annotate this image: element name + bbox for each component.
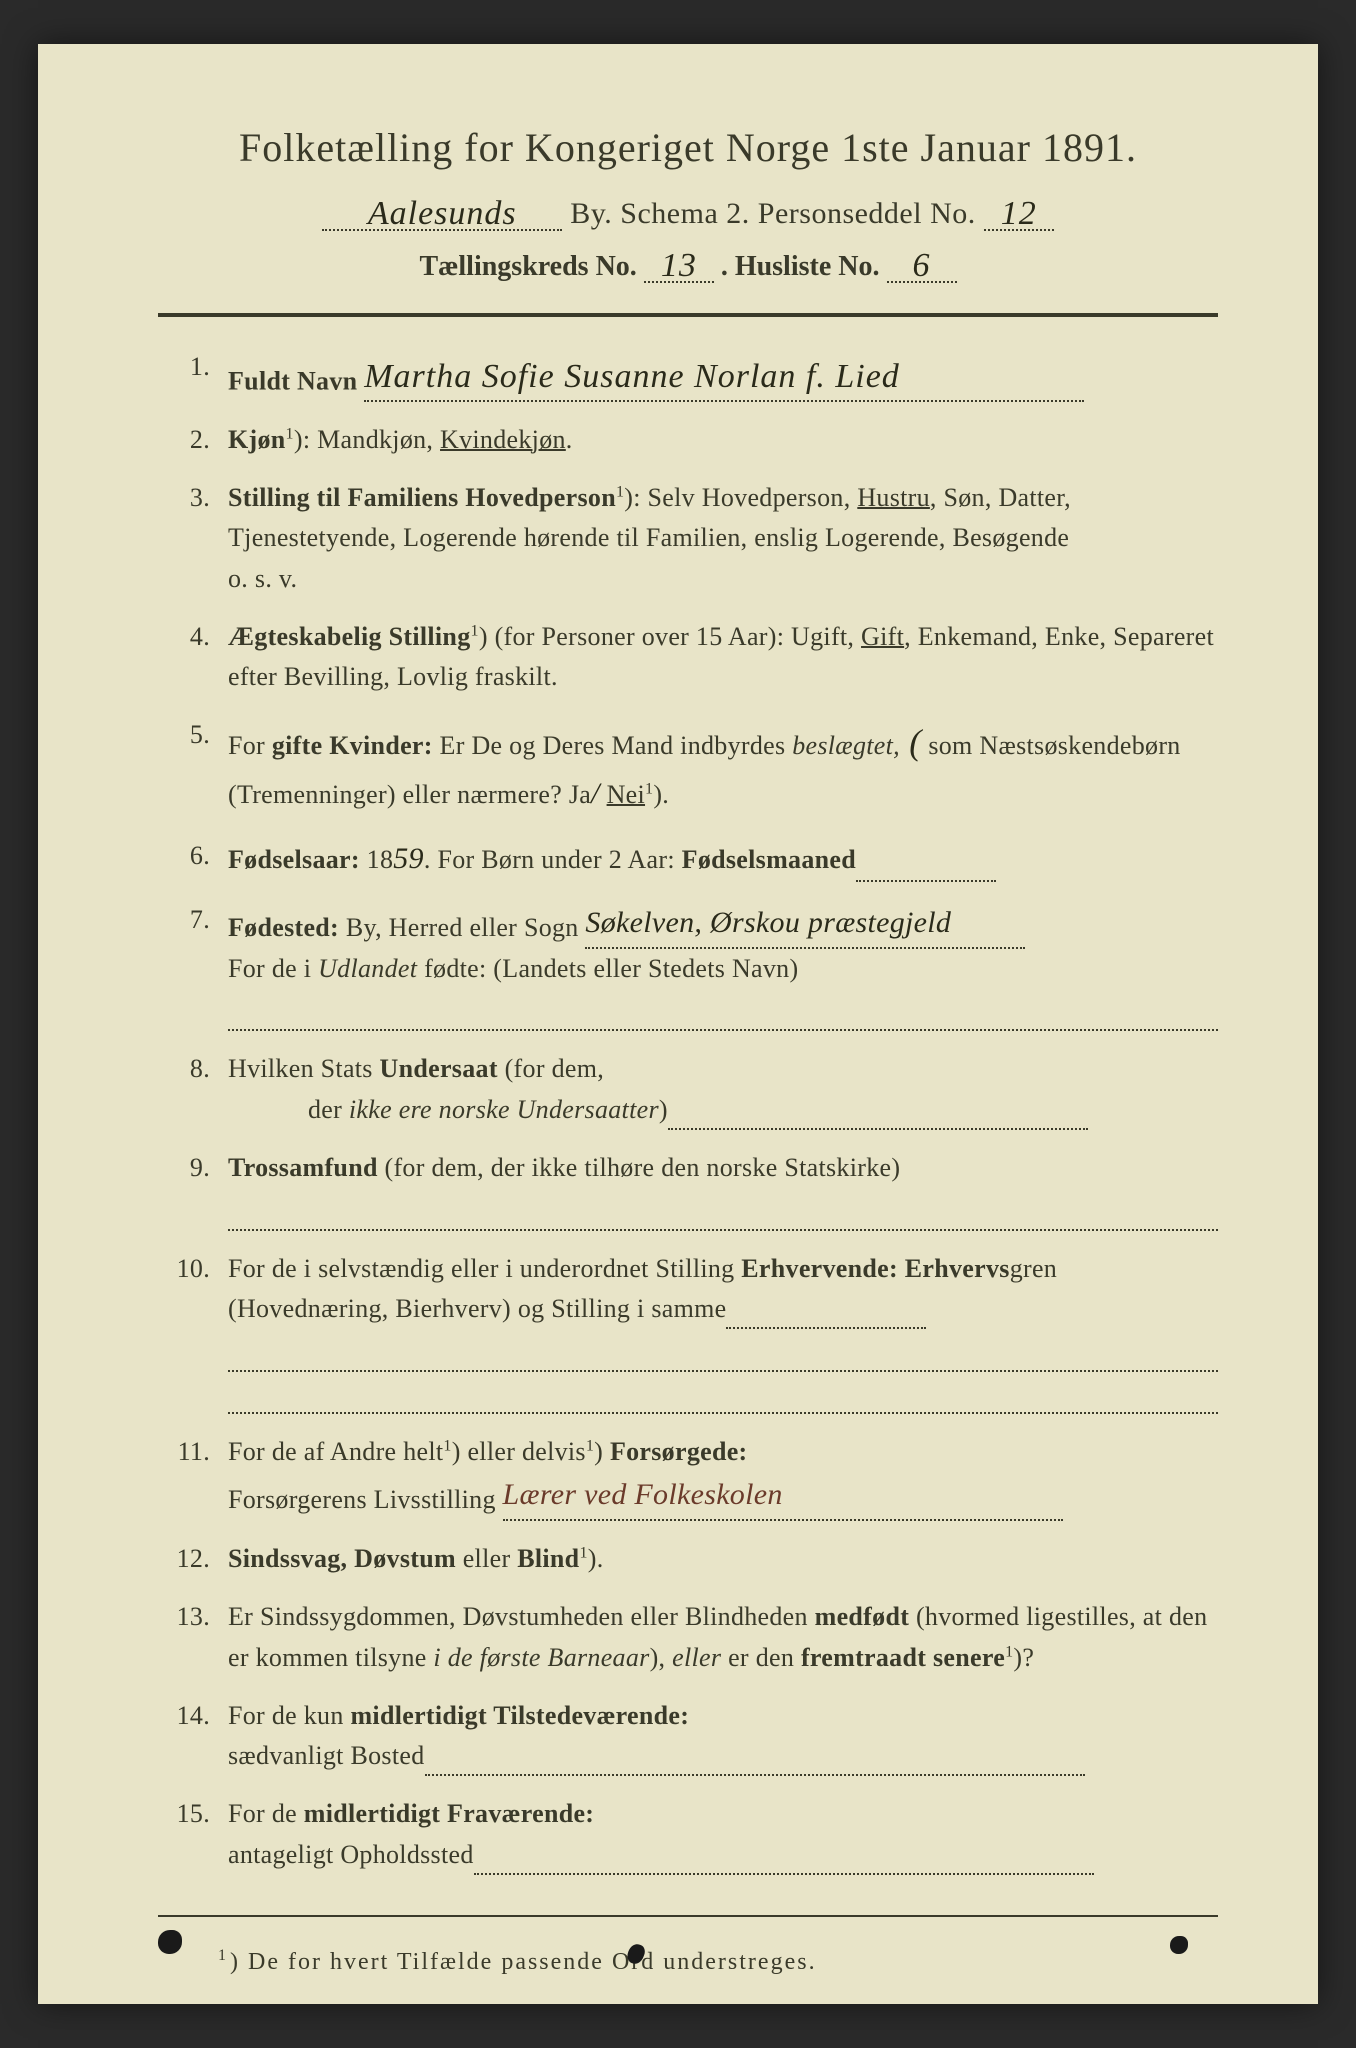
item-num: 5. bbox=[168, 715, 228, 817]
field-label: Trossamfund bbox=[228, 1153, 378, 1182]
husliste-label: . Husliste No. bbox=[721, 251, 880, 282]
footnote: 1) De for hvert Tilfælde passende Ord un… bbox=[158, 1947, 1218, 1976]
item-num: 4. bbox=[168, 617, 228, 698]
husliste-no: 6 bbox=[913, 247, 931, 284]
item-num: 11. bbox=[168, 1432, 228, 1521]
item-num: 3. bbox=[168, 478, 228, 599]
item-num: 12. bbox=[168, 1539, 228, 1579]
birthyear-handwritten: 59 bbox=[393, 842, 424, 875]
item-num: 7. bbox=[168, 900, 228, 1031]
item-num: 6. bbox=[168, 836, 228, 883]
selected-option: Gift bbox=[861, 622, 904, 651]
tkreds-label: Tællingskreds No. bbox=[419, 251, 636, 282]
item-num: 15. bbox=[168, 1794, 228, 1875]
item-12: 12. Sindssvag, Døvstum eller Blind1). bbox=[168, 1539, 1218, 1579]
tkreds-no: 13 bbox=[661, 247, 697, 284]
form-title: Folketælling for Kongeriget Norge 1ste J… bbox=[158, 124, 1218, 171]
item-num: 2. bbox=[168, 420, 228, 460]
form-items: 1. Fuldt Navn Martha Sofie Susanne Norla… bbox=[158, 347, 1218, 1875]
item-num: 1. bbox=[168, 347, 228, 402]
footnote-ref: 1 bbox=[286, 425, 294, 442]
item-9: 9. Trossamfund (for dem, der ikke tilhør… bbox=[168, 1148, 1218, 1231]
header-row-2: Tællingskreds No. 13 . Husliste No. 6 bbox=[158, 243, 1218, 283]
dotted-blank bbox=[228, 1378, 1218, 1414]
item-num: 10. bbox=[168, 1249, 228, 1414]
footnote-ref: 1 bbox=[471, 622, 479, 639]
field-label: Stilling til Familiens Hovedperson bbox=[228, 483, 616, 512]
rule-top bbox=[158, 313, 1218, 317]
item-11: 11. For de af Andre helt1) eller delvis1… bbox=[168, 1432, 1218, 1521]
item-15: 15. For de midlertidigt Fraværende: anta… bbox=[168, 1794, 1218, 1875]
header-row-1: Aalesunds By. Schema 2. Personseddel No.… bbox=[158, 191, 1218, 231]
name-handwritten: Martha Sofie Susanne Norlan f. Lied bbox=[364, 358, 900, 395]
item-num: 13. bbox=[168, 1597, 228, 1678]
rule-bottom bbox=[158, 1915, 1218, 1917]
field-label: Fuldt Navn bbox=[228, 366, 357, 395]
item-6: 6. Fødselsaar: 1859. For Børn under 2 Aa… bbox=[168, 836, 1218, 883]
item-5: 5. For gifte Kvinder: Er De og Deres Man… bbox=[168, 715, 1218, 817]
ink-spot-icon bbox=[1170, 1936, 1188, 1954]
item-2: 2. Kjøn1): Mandkjøn, Kvindekjøn. bbox=[168, 420, 1218, 460]
field-text: ): Mandkjøn, bbox=[294, 425, 440, 454]
item-13: 13. Er Sindssygdommen, Døvstumheden elle… bbox=[168, 1597, 1218, 1678]
field-label: Kjøn bbox=[228, 425, 286, 454]
provider-handwritten: Lærer ved Folkeskolen bbox=[503, 1478, 783, 1511]
item-num: 8. bbox=[168, 1049, 228, 1130]
item-3: 3. Stilling til Familiens Hovedperson1):… bbox=[168, 478, 1218, 599]
form-header: Folketælling for Kongeriget Norge 1ste J… bbox=[158, 124, 1218, 283]
hand-slash: / bbox=[591, 777, 600, 810]
footnote-marker: 1 bbox=[218, 1947, 230, 1964]
item-4: 4. Ægteskabelig Stilling1) (for Personer… bbox=[168, 617, 1218, 698]
field-label: Ægteskabelig Stilling bbox=[228, 622, 471, 651]
dotted-blank bbox=[228, 1194, 1218, 1230]
item-num: 9. bbox=[168, 1148, 228, 1231]
item-7: 7. Fødested: By, Herred eller Sogn Søkel… bbox=[168, 900, 1218, 1031]
selected-option: Hustru bbox=[857, 483, 930, 512]
field-label: Fødested: bbox=[228, 913, 339, 942]
birthplace-handwritten: Søkelven, Ørskou præstegjeld bbox=[585, 906, 951, 939]
dotted-blank bbox=[228, 1335, 1218, 1371]
field-label: Fødselsaar: bbox=[228, 845, 360, 874]
footnote-text: ) De for hvert Tilfælde passende Ord und… bbox=[230, 1949, 817, 1975]
item-14: 14. For de kun midlertidigt Tilstedevære… bbox=[168, 1696, 1218, 1777]
city-handwritten: Aalesunds bbox=[368, 195, 517, 232]
item-num: 14. bbox=[168, 1696, 228, 1777]
item-1: 1. Fuldt Navn Martha Sofie Susanne Norla… bbox=[168, 347, 1218, 402]
ink-spot-icon bbox=[158, 1930, 182, 1954]
dotted-blank bbox=[228, 995, 1218, 1031]
etc-text: o. s. v. bbox=[228, 559, 1218, 599]
personseddel-no: 12 bbox=[1001, 195, 1037, 232]
header-printed-1: By. Schema 2. Personseddel No. bbox=[570, 197, 976, 230]
item-10: 10. For de i selvstændig eller i underor… bbox=[168, 1249, 1218, 1414]
census-form-page: Folketælling for Kongeriget Norge 1ste J… bbox=[38, 44, 1318, 2004]
selected-option: Kvindekjøn bbox=[440, 425, 566, 454]
item-8: 8. Hvilken Stats Undersaat (for dem, der… bbox=[168, 1049, 1218, 1130]
selected-option: Nei bbox=[607, 780, 645, 809]
